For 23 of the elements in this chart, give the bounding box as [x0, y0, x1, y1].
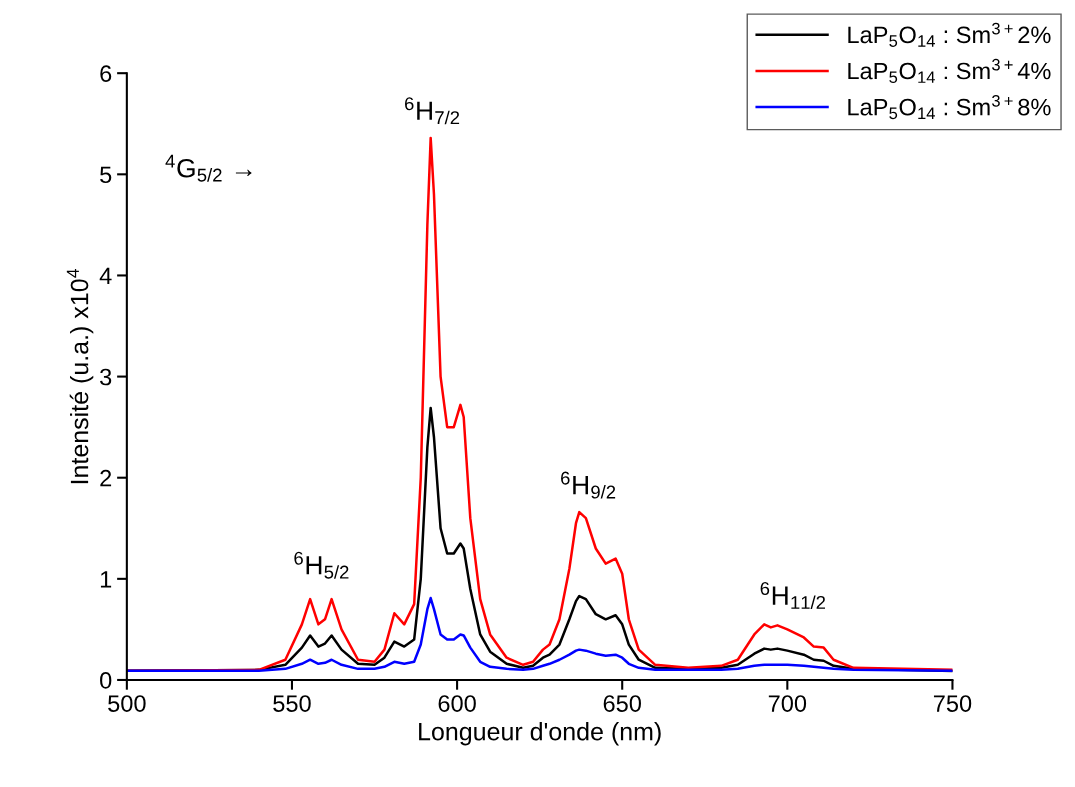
annotation: $^{6}$H$_{11/2}$	[760, 582, 825, 610]
legend-label: LaP$_{5}$O$_{14}$ : Sm$^{3+}$2%	[848, 22, 1051, 47]
legend-label: LaP$_{5}$O$_{14}$ : Sm$^{3+}$8%	[848, 94, 1051, 120]
y-tick-label: 3	[100, 368, 112, 386]
y-tick-label: 0	[100, 672, 112, 689]
annotation: $^{4}$G$_{5/2}$ →	[165, 154, 252, 182]
y-tick-label: 2	[100, 469, 112, 487]
annotation: $^{6}$H$_{5/2}$	[294, 551, 349, 579]
x-tick-label: 650	[603, 695, 641, 712]
y-tick-label: 6	[100, 65, 112, 82]
x-tick-label: 600	[438, 695, 476, 712]
y-tick-label: 5	[100, 166, 112, 184]
y-tick-label: 4	[99, 267, 112, 285]
annotation: $^{6}$H$_{7/2}$	[405, 97, 460, 125]
legend-label: LaP$_{5}$O$_{14}$ : Sm$^{3+}$4%	[848, 58, 1051, 84]
x-tick-label: 700	[768, 695, 807, 712]
annotation: $^{6}$H$_{9/2}$	[561, 471, 616, 499]
x-tick-label: 550	[273, 695, 311, 712]
x-axis-title: Longueur d'onde (nm)	[419, 722, 661, 746]
x-tick-label: 500	[108, 695, 146, 712]
x-tick-label: 750	[933, 695, 972, 712]
y-axis-title: Intensité (u.a.) x10$^{4}$	[66, 268, 94, 484]
y-tick-label: 1	[100, 571, 112, 588]
